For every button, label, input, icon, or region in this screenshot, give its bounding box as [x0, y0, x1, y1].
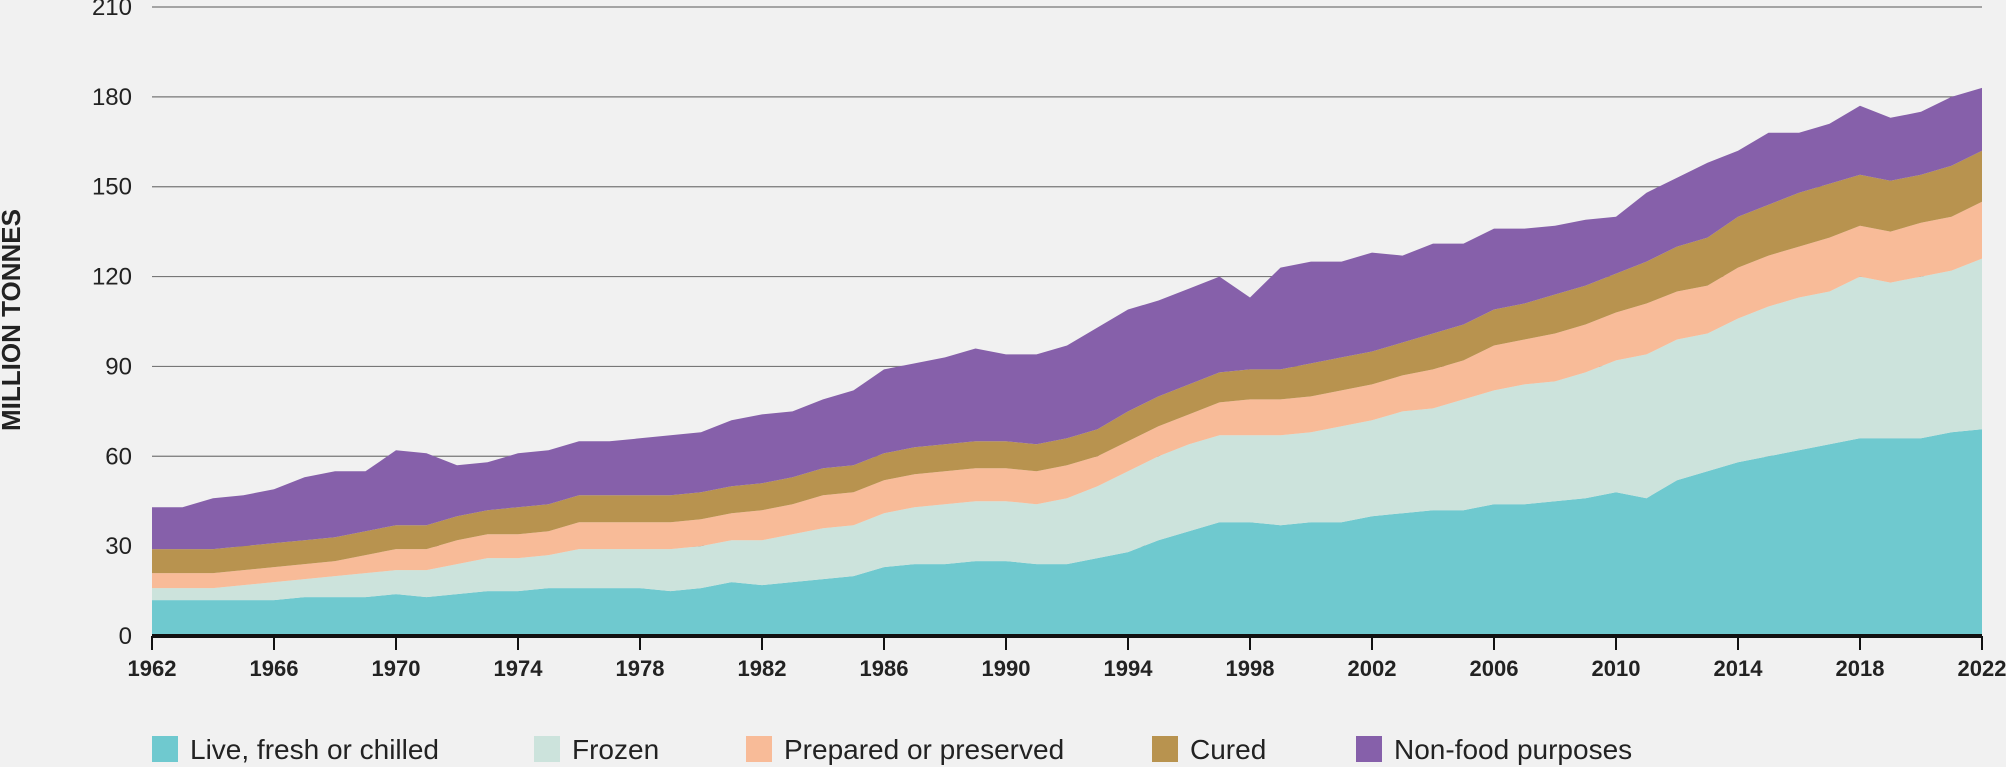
- x-tick-label: 1970: [372, 656, 421, 681]
- area-series-group: [152, 87, 1982, 636]
- legend-item-non-food-purposes: Non-food purposes: [1356, 734, 1632, 765]
- x-tick-label: 1998: [1226, 656, 1275, 681]
- legend-item-prepared-or-preserved: Prepared or preserved: [746, 734, 1064, 765]
- legend-label: Non-food purposes: [1394, 734, 1632, 765]
- area-frozen: [152, 258, 1982, 601]
- legend-label: Live, fresh or chilled: [190, 734, 439, 765]
- y-axis: 0 30 60 90 120 150 180 210: [92, 0, 132, 650]
- y-tick-label: 30: [105, 533, 132, 560]
- y-tick-label: 210: [92, 0, 132, 21]
- legend-label: Frozen: [572, 734, 659, 765]
- x-tick-label: 1966: [250, 656, 299, 681]
- x-tick-label: 1962: [128, 656, 177, 681]
- y-tick-label: 120: [92, 264, 132, 291]
- x-tick-label: 2018: [1836, 656, 1885, 681]
- x-tick-label: 2022: [1958, 656, 2006, 681]
- area-live-fresh-or-chilled: [152, 429, 1982, 636]
- legend-swatch: [1356, 736, 1382, 762]
- legend-swatch: [746, 736, 772, 762]
- x-axis: 1962 1966 1970 1974 1978 1982 1986 1990 1994 1998…: [128, 634, 2006, 681]
- x-tick-label: 2014: [1714, 656, 1764, 681]
- x-tick-label: 1974: [494, 656, 544, 681]
- x-tick-label: 1986: [860, 656, 909, 681]
- x-tick-label: 1990: [982, 656, 1031, 681]
- x-tick-label: 1978: [616, 656, 665, 681]
- legend-item-live-fresh-or-chilled: Live, fresh or chilled: [152, 734, 439, 765]
- y-tick-label: 0: [119, 623, 132, 650]
- legend-swatch: [152, 736, 178, 762]
- legend-swatch: [534, 736, 560, 762]
- x-tick-label: 2002: [1348, 656, 1397, 681]
- x-tick-label: 1982: [738, 656, 787, 681]
- legend: Live, fresh or chilled Frozen Prepared or …: [152, 734, 1632, 765]
- y-tick-label: 60: [105, 443, 132, 470]
- legend-label: Prepared or preserved: [784, 734, 1064, 765]
- x-tick-label: 2006: [1470, 656, 1519, 681]
- x-tick-label: 1994: [1104, 656, 1154, 681]
- legend-item-frozen: Frozen: [534, 734, 659, 765]
- legend-swatch: [1152, 736, 1178, 762]
- y-tick-label: 90: [105, 353, 132, 380]
- area-non-food-purposes: [152, 87, 1982, 550]
- legend-item-cured: Cured: [1152, 734, 1266, 765]
- area-cured: [152, 150, 1982, 574]
- y-tick-label: 150: [92, 174, 132, 201]
- legend-label: Cured: [1190, 734, 1266, 765]
- y-axis-title: MILLION TONNES: [0, 209, 26, 431]
- x-tick-label: 2010: [1592, 656, 1641, 681]
- y-tick-label: 180: [92, 84, 132, 111]
